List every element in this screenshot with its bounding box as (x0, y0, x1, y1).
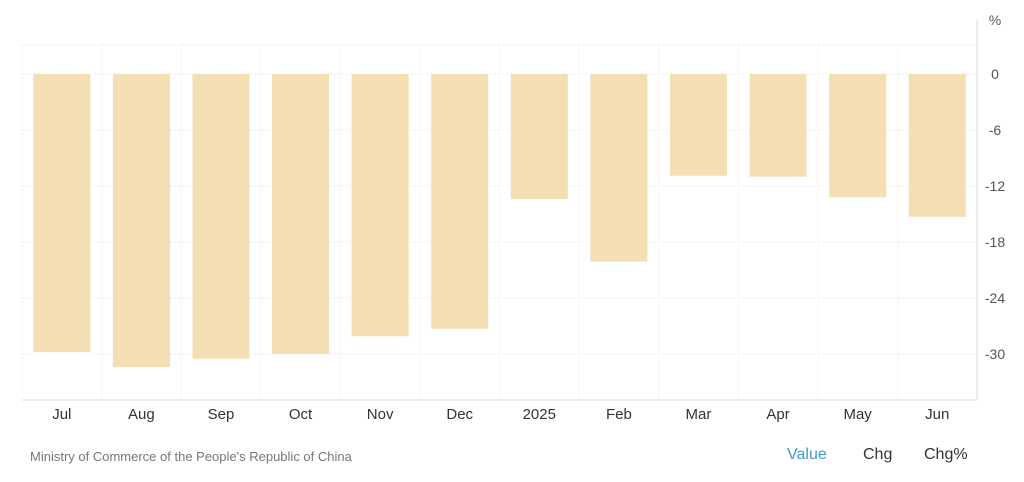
y-tick-label: -30 (985, 346, 1005, 362)
source-label: Ministry of Commerce of the People's Rep… (30, 449, 352, 464)
y-axis-unit-label: % (989, 12, 1001, 28)
x-tick-label: Oct (289, 406, 313, 423)
x-tick-label: Dec (446, 406, 473, 423)
axes: 0 -6 -12 -18 -24 -30 Jul Aug Sep Oct Nov Dec 2025 Feb… (22, 20, 1005, 423)
bar-mar[interactable] (669, 74, 727, 176)
bar-oct[interactable] (272, 74, 330, 354)
y-tick-label: -6 (989, 122, 1002, 138)
bar-nov[interactable] (351, 74, 409, 337)
tab-chg[interactable]: Chg (863, 446, 893, 463)
bar-2025[interactable] (510, 74, 568, 200)
y-tick-label: -24 (985, 290, 1005, 306)
y-tick-label: -18 (985, 234, 1005, 250)
x-tick-label: Jun (925, 406, 949, 423)
bar-chart: 0 -6 -12 -18 -24 -30 Jul Aug Sep Oct Nov Dec 2025 Feb… (21, 12, 1005, 423)
bar-apr[interactable] (749, 74, 807, 177)
y-tick-label: -12 (985, 178, 1005, 194)
x-tick-label: Aug (128, 406, 155, 423)
x-tick-label: Feb (606, 406, 632, 423)
tab-chg-percent[interactable]: Chg% (924, 446, 968, 463)
x-tick-label: Mar (686, 406, 712, 423)
bar-jul[interactable] (33, 74, 91, 353)
bar-sep[interactable] (192, 74, 250, 359)
tab-value[interactable]: Value (787, 446, 827, 463)
chart-footer: Ministry of Commerce of the People's Rep… (0, 442, 1024, 474)
x-tick-label: Jul (52, 406, 71, 423)
bar-feb[interactable] (590, 74, 648, 262)
x-tick-label: Nov (367, 406, 394, 423)
x-tick-label: Apr (766, 406, 789, 423)
bar-jun[interactable] (908, 74, 966, 217)
bar-may[interactable] (829, 74, 887, 198)
bars (33, 74, 966, 368)
bar-dec[interactable] (431, 74, 489, 329)
x-tick-label: May (843, 406, 872, 423)
y-tick-label: 0 (991, 66, 999, 82)
x-tick-label: Sep (208, 406, 235, 423)
gridlines (21, 44, 978, 400)
x-tick-label: 2025 (523, 406, 556, 423)
bar-aug[interactable] (112, 74, 170, 368)
